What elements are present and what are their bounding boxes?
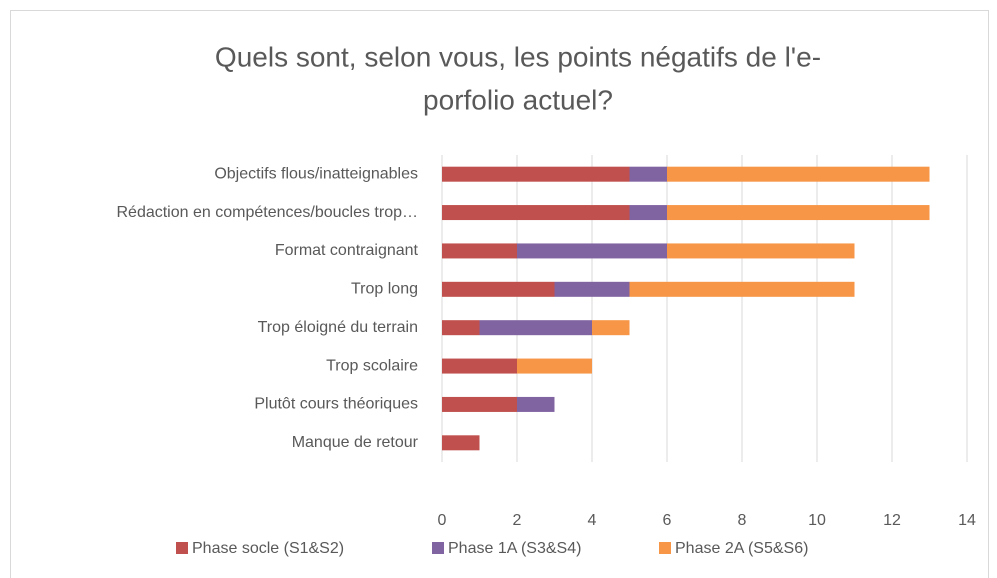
y-tick-label: Manque de retour — [292, 434, 419, 451]
chart-title: porfolio actuel? — [423, 84, 613, 115]
bar-segment — [517, 358, 592, 374]
bar-segment — [554, 281, 630, 297]
y-tick-label: Trop scolaire — [326, 357, 418, 374]
chart-title: Quels sont, selon vous, les points négat… — [215, 41, 821, 72]
x-tick-label: 4 — [588, 512, 597, 529]
y-tick-label: Trop éloigné du terrain — [258, 319, 418, 336]
bar-segment — [442, 435, 480, 451]
bar-segment — [442, 166, 630, 182]
x-tick-label: 10 — [808, 512, 826, 529]
x-tick-label: 0 — [438, 512, 447, 529]
y-tick-label: Trop long — [351, 281, 418, 298]
y-tick-label: Plutôt cours théoriques — [254, 396, 418, 413]
bar-segment — [629, 166, 667, 182]
legend-label: Phase socle (S1&S2) — [192, 540, 344, 557]
y-tick-label: Rédaction en compétences/boucles trop… — [116, 204, 418, 221]
y-tick-label: Objectifs flous/inatteignables — [214, 165, 418, 182]
legend-swatch — [432, 542, 444, 554]
legend-label: Phase 2A (S5&S6) — [675, 540, 808, 557]
bar-segment — [442, 358, 517, 374]
x-tick-label: 8 — [738, 512, 747, 529]
bar-segment — [629, 281, 855, 297]
bar-segment — [592, 320, 630, 336]
bar-segment — [442, 281, 555, 297]
x-tick-label: 6 — [663, 512, 672, 529]
bar-segment — [479, 320, 592, 336]
bar-segment — [667, 243, 855, 259]
bar-segment — [629, 205, 667, 221]
x-tick-label: 12 — [883, 512, 901, 529]
bar-segment — [442, 320, 480, 336]
bar-segment — [442, 396, 517, 412]
bar-segment — [442, 205, 630, 221]
bar-segment — [667, 205, 930, 221]
bar-segment — [517, 243, 667, 259]
legend-label: Phase 1A (S3&S4) — [448, 540, 581, 557]
bar-segment — [517, 396, 555, 412]
y-tick-label: Format contraignant — [275, 242, 419, 259]
bar-segment — [667, 166, 930, 182]
x-tick-label: 2 — [513, 512, 522, 529]
legend-swatch — [659, 542, 671, 554]
bar-segment — [442, 243, 517, 259]
x-tick-label: 14 — [958, 512, 976, 529]
legend-swatch — [176, 542, 188, 554]
